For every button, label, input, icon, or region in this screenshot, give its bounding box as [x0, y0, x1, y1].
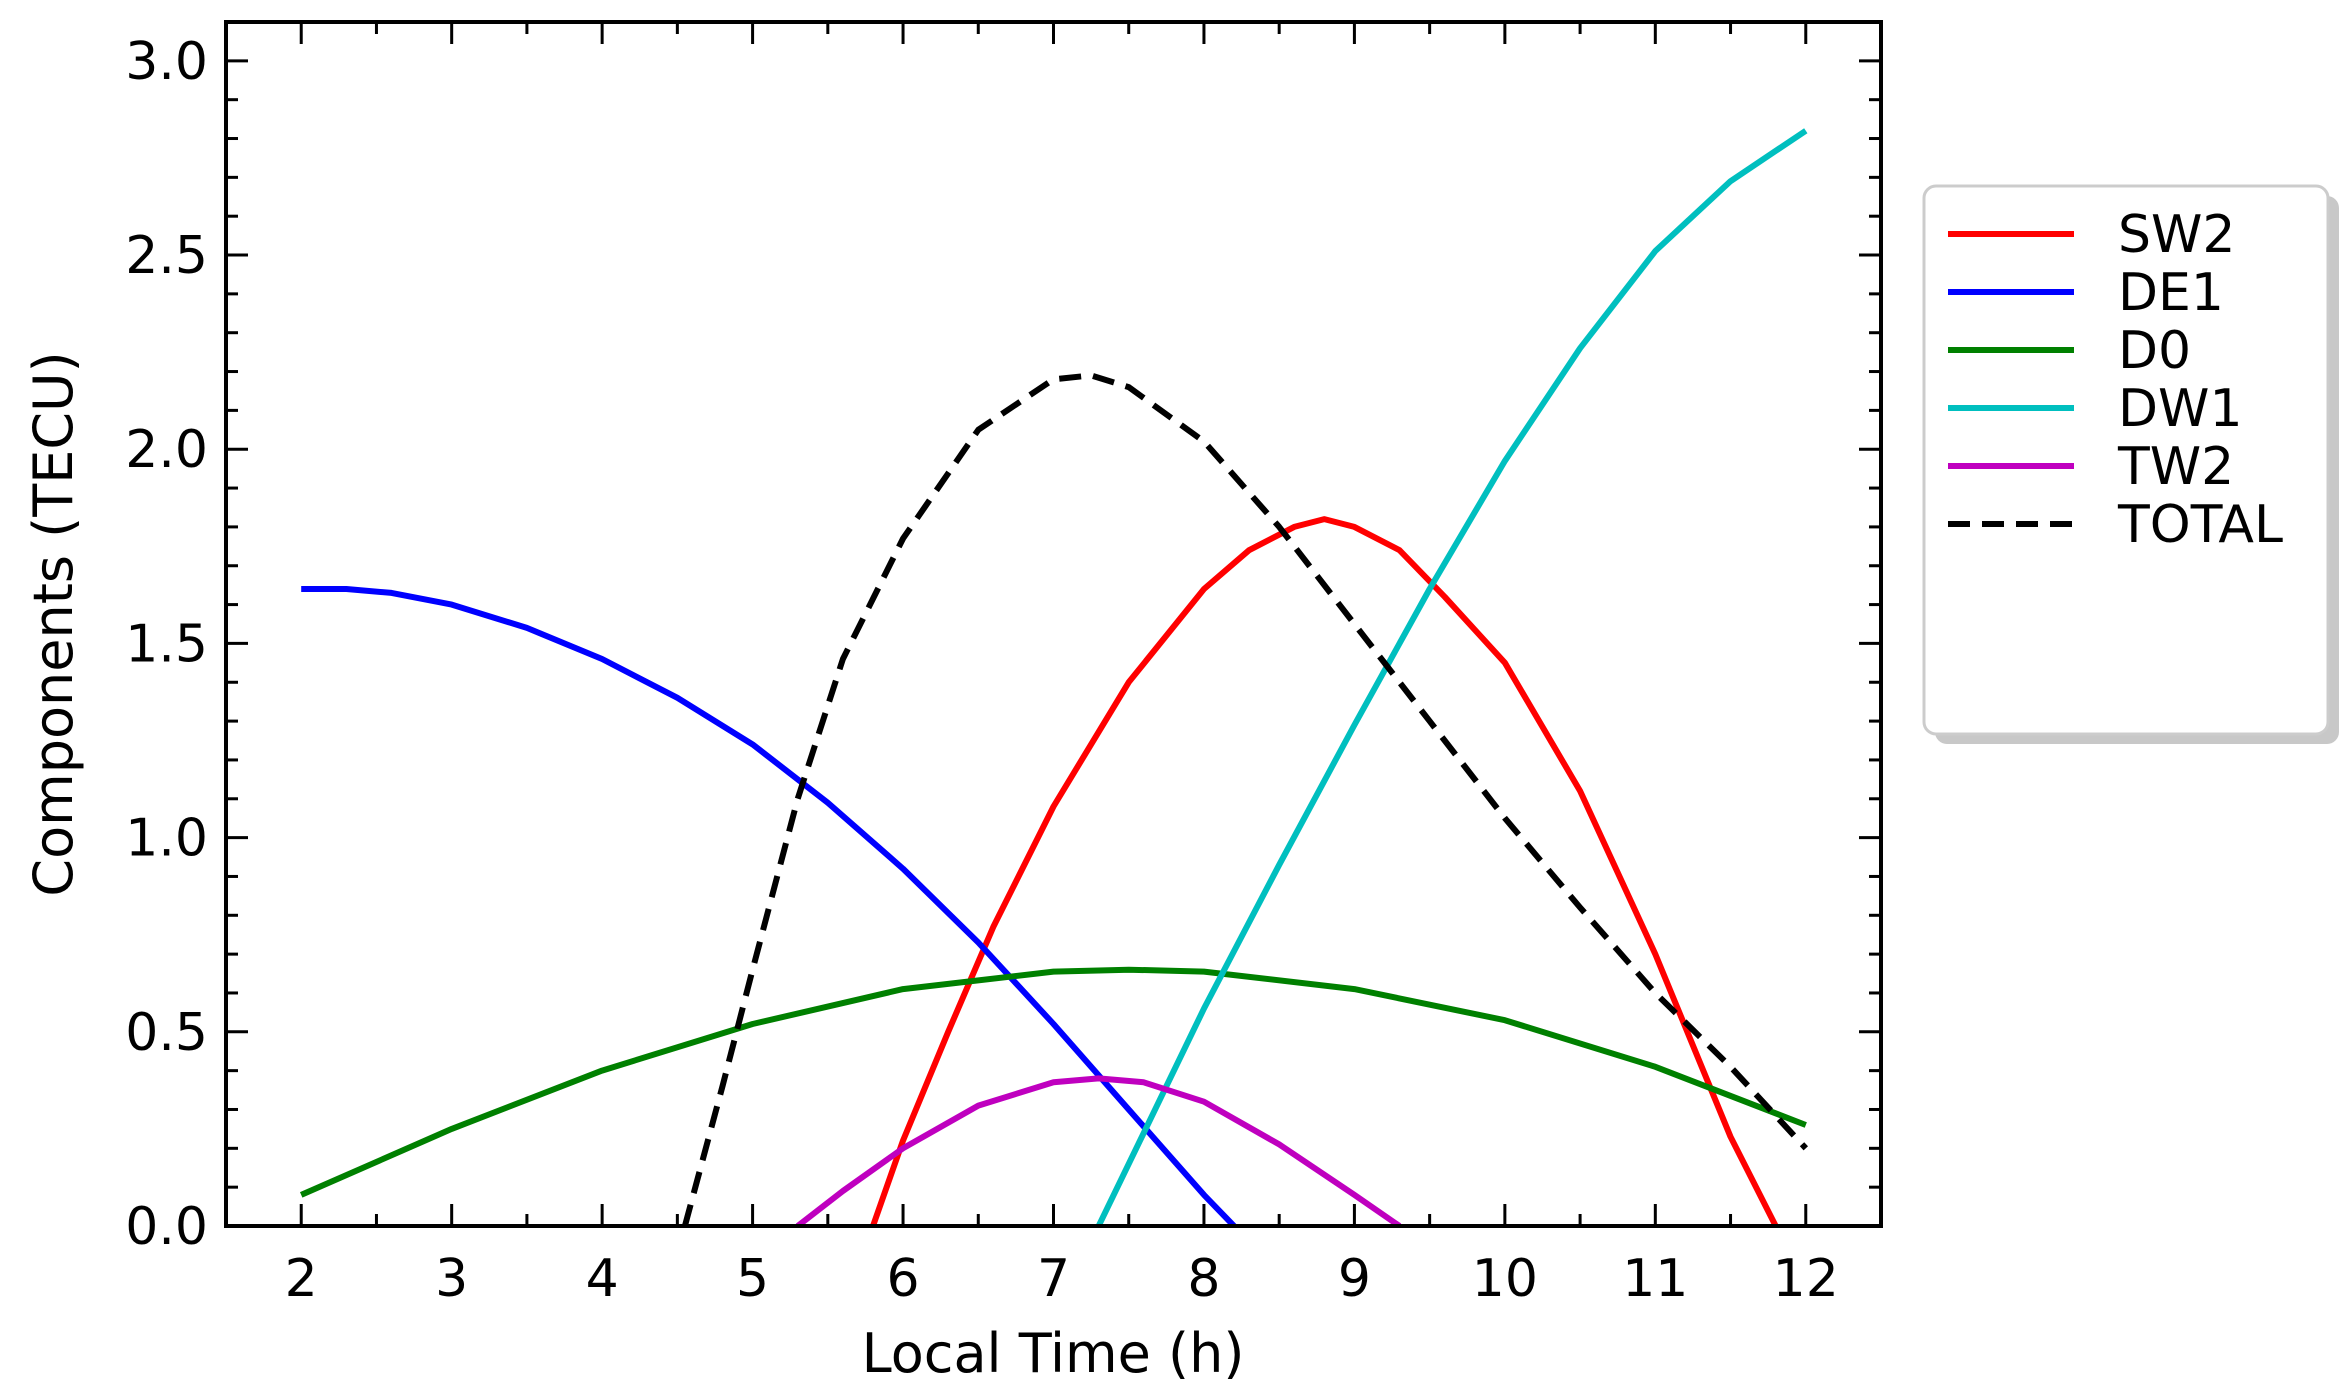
legend-item-sw2: SW2	[1948, 205, 2236, 265]
series-sw2-line	[870, 516, 1779, 1226]
x-tick-label: 8	[1187, 1249, 1220, 1309]
series-tw2-line	[795, 1075, 1402, 1226]
y-axis-title: Components (TECU)	[22, 351, 85, 896]
legend-label: D0	[2118, 321, 2191, 381]
y-tick-label: 0.5	[125, 1003, 208, 1063]
x-tick-label: 7	[1037, 1249, 1070, 1309]
x-tick-label: 2	[285, 1249, 318, 1309]
legend-label: DW1	[2118, 379, 2243, 439]
ticks-layer	[224, 20, 1883, 1228]
series-dw1-line	[1095, 128, 1808, 1226]
legend-item-tw2: TW2	[1948, 437, 2234, 497]
x-tick-label: 9	[1338, 1249, 1371, 1309]
legend-item-de1: DE1	[1948, 263, 2224, 323]
legend-item-dw1: DW1	[1948, 379, 2243, 439]
x-axis-title: Local Time (h)	[862, 1322, 1245, 1385]
legend-label: TOTAL	[2117, 495, 2283, 555]
series-d0-line	[299, 966, 1807, 1198]
plot-frame	[224, 20, 1883, 1228]
series-layer	[299, 128, 1809, 1226]
x-tick-label: 11	[1622, 1249, 1688, 1309]
x-tick-label: 4	[586, 1249, 619, 1309]
x-tick-label: 3	[435, 1249, 468, 1309]
x-tick-label: 6	[886, 1249, 919, 1309]
x-tick-label: 12	[1773, 1249, 1839, 1309]
y-tick-label: 2.5	[125, 226, 208, 286]
legend-label: TW2	[2117, 437, 2234, 497]
y-tick-label: 3.0	[125, 32, 208, 92]
y-tick-label: 1.0	[125, 809, 208, 869]
legend-label: SW2	[2118, 205, 2236, 265]
legend-item-total: TOTAL	[1948, 495, 2283, 555]
legend-label: DE1	[2118, 263, 2224, 323]
legend-box	[1922, 184, 2330, 736]
y-tick-label: 2.0	[125, 420, 208, 480]
x-tick-label: 10	[1472, 1249, 1538, 1309]
series-total-line	[682, 372, 1809, 1226]
y-tick-label: 0.0	[125, 1197, 208, 1257]
legend-item-d0: D0	[1948, 321, 2191, 381]
x-tick-label: 5	[736, 1249, 769, 1309]
y-tick-label: 1.5	[125, 614, 208, 674]
tick-labels: 2 3 4 5 6 7 8 9 10 11 12 0.0 0.5 1.0 1.5 2.0 2.5 3.0	[125, 32, 1839, 1309]
